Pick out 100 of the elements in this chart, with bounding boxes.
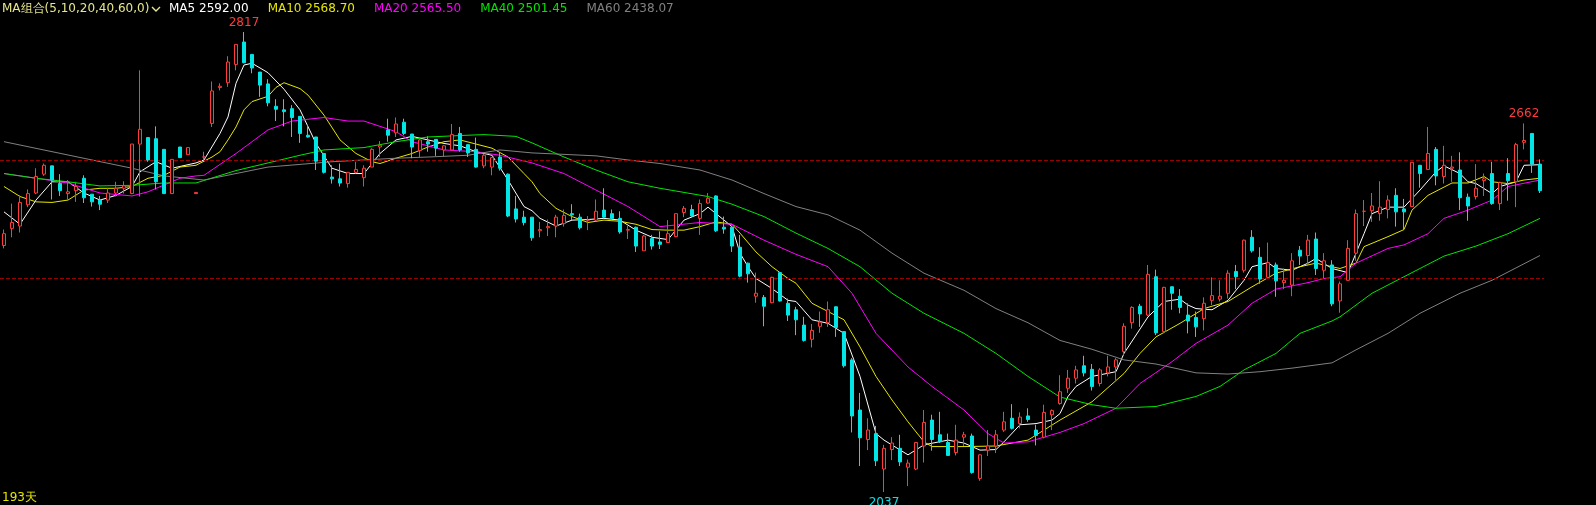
candlestick [1138,303,1142,328]
candlestick [666,219,670,244]
candlestick [1178,288,1182,314]
candlestick [610,209,614,222]
candlestick [674,213,678,238]
candlestick [722,216,726,235]
text: MA10 2568.70 [267,1,355,15]
candlestick [546,219,550,237]
candlestick [802,316,806,343]
candlestick [754,272,758,304]
candlestick [426,135,430,153]
candlestick [1474,163,1478,200]
candlestick [1298,245,1302,266]
candlestick [530,216,534,242]
candlestick [314,136,318,171]
candlestick [866,417,870,451]
candlestick [554,214,558,238]
candlestick [226,55,230,88]
candlestick [122,180,126,195]
candlestick [162,148,166,195]
candlestick [1418,164,1422,189]
candlestick [1250,229,1254,254]
candlestick [1522,122,1526,150]
candlestick [1002,411,1006,433]
candlestick [1482,173,1486,197]
candlestick [850,357,854,433]
candlestick [986,429,990,457]
text: MA60 2438.07 [586,1,674,15]
candlestick [1146,264,1150,317]
candlestick [2,229,6,249]
candlestick [442,144,446,158]
candlestick [10,203,14,238]
candlestick [618,210,622,235]
candlestick [1450,155,1454,183]
candlestick [322,152,326,175]
candlestick [1234,264,1238,290]
candlestick [266,78,270,107]
candlestick [994,429,998,454]
candlestick [946,433,950,457]
annotation: 2817 [228,15,260,29]
candlestick [954,424,958,456]
candlestick [1226,269,1230,300]
candlestick [570,203,574,221]
candlestick [658,230,662,250]
candlestick [506,173,510,218]
candlestick [194,191,198,195]
candlestick [370,147,374,168]
candlestick [1306,234,1310,267]
candlestick [1258,246,1262,285]
candlestick [274,98,278,122]
candlestick [578,213,582,231]
candlestick [1170,285,1174,311]
candlestick [98,195,102,211]
candlestick [1066,369,1070,394]
candlestick [1426,126,1430,171]
candlestick [794,306,798,336]
candlestick [1458,151,1462,211]
candlestick [706,192,710,205]
candlestick [1130,305,1134,330]
candlestick [410,133,414,159]
candlestick [1282,267,1286,290]
candlestick [642,234,646,252]
candlestick [338,163,342,188]
candlestick [714,194,718,233]
candlestick [354,161,358,175]
candlestick [1386,194,1390,219]
candlestick [818,311,822,334]
candlestick [890,436,894,461]
candlestick [978,453,982,482]
candlestick [386,118,390,143]
candlestick [258,71,262,98]
candlestick [970,433,974,475]
candlestick [594,198,598,222]
candlestick [1498,181,1502,211]
candlestick [1106,355,1110,377]
candlestick [402,118,406,136]
candlestick [834,305,838,338]
candlestick [1018,411,1022,429]
candlestick [418,137,422,159]
candlestick [1346,239,1350,282]
candlestick [42,163,46,177]
candlestick [1442,145,1446,185]
candlestick [514,195,518,223]
candlestick [282,98,286,127]
candlestick [874,425,878,467]
candlestick [538,221,542,238]
candlestick [1154,269,1158,336]
candlestick [602,187,606,219]
candlestick [1050,408,1054,431]
candlestick [1034,424,1038,446]
candlestick [330,164,334,185]
candlestick [1322,252,1326,280]
candlestick [786,298,790,322]
candlestick [962,431,966,447]
candlestick [490,156,494,176]
candlestick [1042,404,1046,439]
candlestick [1114,357,1118,381]
candlestick [1434,146,1438,186]
candlestick [66,179,70,200]
candlestick [466,144,470,158]
